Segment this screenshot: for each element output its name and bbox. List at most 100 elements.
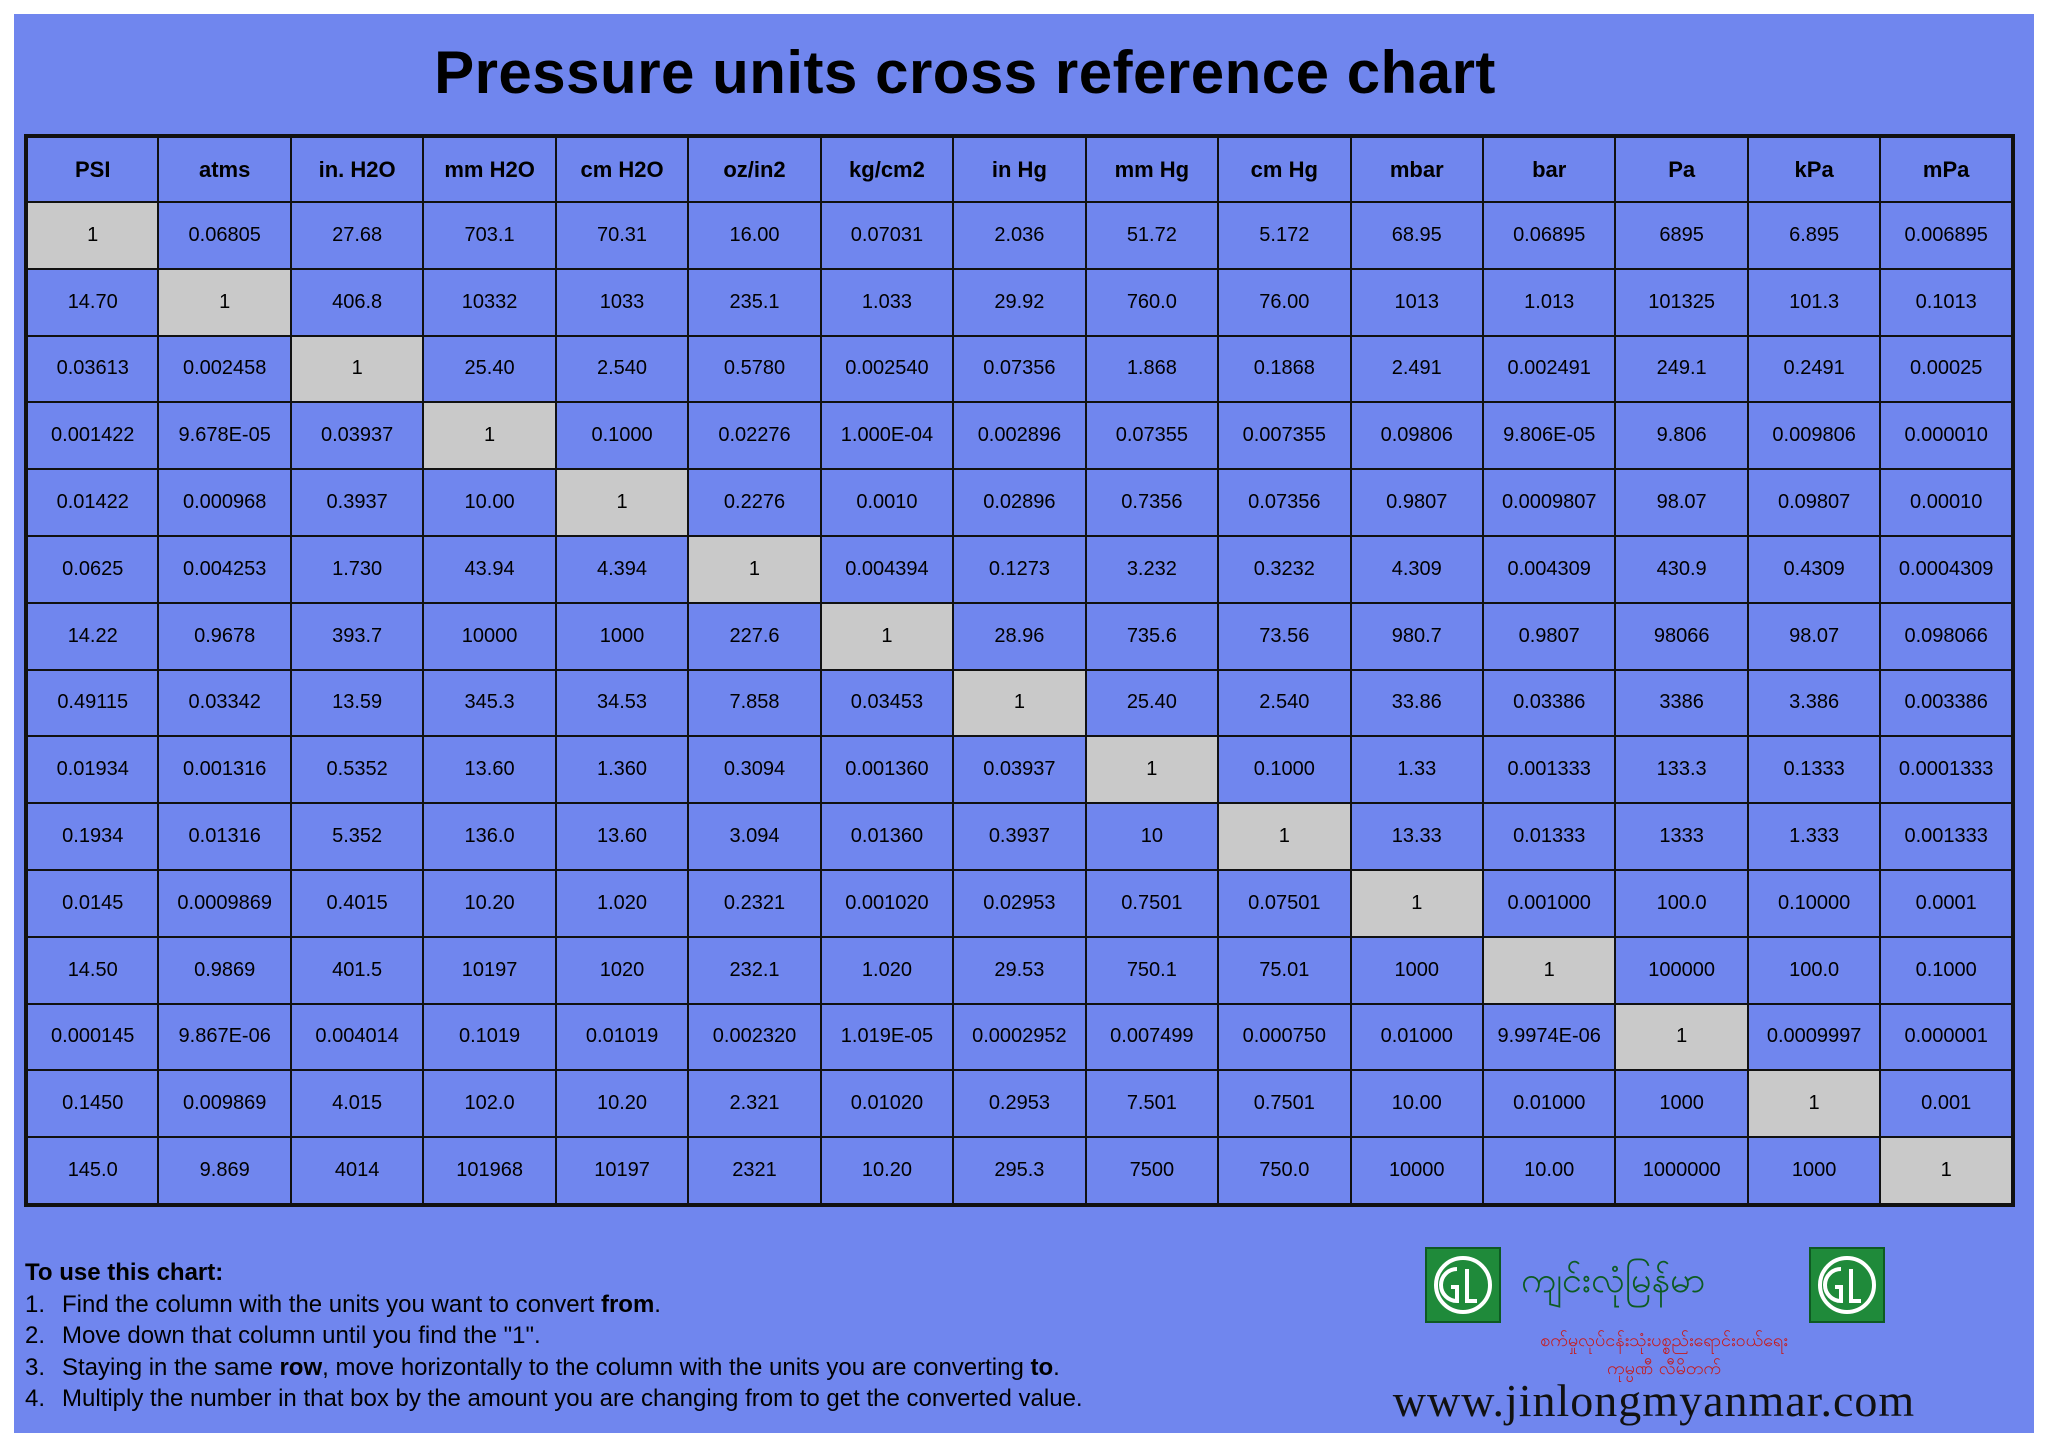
table-cell: 10000	[1349, 1136, 1484, 1206]
table-cell: 0.0010	[819, 468, 955, 537]
header-row: PSI atms in. H2O mm H2O cm H2O oz/in2 kg/cm2 in…	[24, 135, 2014, 203]
instructions: To use this chart: 1. Find the column wit…	[25, 1257, 1083, 1415]
column-header: kg/cm2	[819, 135, 955, 203]
table-cell: 0.0009997	[1746, 1002, 1882, 1072]
brand-tagline: စက်မှုလုပ်ငန်းသုံးပစ္စည်းရောင်းဝယ်ရေး	[1540, 1330, 1788, 1351]
table-cell: 10.20	[819, 1136, 955, 1206]
unity-cell: 1	[952, 668, 1087, 738]
step-text: Move down that column until you find the…	[62, 1322, 541, 1349]
table-cell: 0.06805	[157, 201, 292, 270]
table-cell: 101325	[1614, 267, 1749, 337]
table-cell: 76.00	[1217, 267, 1352, 337]
table-cell: 4.309	[1349, 534, 1484, 604]
table-cell: 0.001	[1879, 1069, 2014, 1139]
table-cell: 1.33	[1349, 735, 1484, 805]
table-cell: 6895	[1614, 201, 1749, 270]
gl-logo-icon	[1809, 1247, 1885, 1323]
table-cell: 13.60	[554, 802, 690, 871]
table-cell: 0.1934	[24, 802, 160, 871]
column-header: kPa	[1746, 135, 1882, 203]
table-cell: 1.020	[819, 935, 955, 1005]
table-cell: 0.001360	[819, 735, 955, 805]
table-cell: 3.094	[687, 802, 822, 871]
table-cell: 9.869	[157, 1136, 292, 1206]
table-cell: 0.0625	[24, 534, 160, 604]
table-cell: 0.000968	[157, 468, 292, 537]
step-emphasis: to	[1030, 1353, 1054, 1381]
table-row: 0.01934 0.001316 0.5352 13.60 1.360 0.3094 0.0…	[24, 735, 2014, 805]
table-cell: 0.02953	[952, 868, 1087, 938]
table-cell: 0.2953	[952, 1069, 1087, 1139]
column-header: Pa	[1614, 135, 1749, 203]
unity-cell: 1	[1614, 1002, 1749, 1072]
table-cell: 0.49115	[24, 668, 160, 738]
table-cell: 1333	[1614, 802, 1749, 871]
instruction-step: 2. Move down that column until you find t…	[25, 1320, 1083, 1352]
column-header: cm Hg	[1217, 135, 1352, 203]
step-number: 3.	[25, 1353, 46, 1381]
table-cell: 0.07501	[1217, 868, 1352, 938]
table-cell: 5.172	[1217, 201, 1352, 270]
column-header: oz/in2	[687, 135, 822, 203]
table-cell: 10197	[422, 935, 557, 1005]
table-cell: 0.9807	[1481, 601, 1617, 671]
table-cell: 0.2321	[687, 868, 822, 938]
table-cell: 7.858	[687, 668, 822, 738]
table-cell: 98066	[1614, 601, 1749, 671]
table-row: 0.1450 0.009869 4.015 102.0 10.20 2.321 0.0102…	[24, 1069, 2014, 1139]
table-cell: 0.098066	[1879, 601, 2014, 671]
table-cell: 0.1019	[422, 1002, 557, 1072]
table-cell: 0.09806	[1349, 401, 1484, 471]
table-cell: 0.4015	[289, 868, 425, 938]
table-cell: 1.020	[554, 868, 690, 938]
table-cell: 0.1868	[1217, 334, 1352, 404]
table-cell: 100.0	[1614, 868, 1749, 938]
table-cell: 0.01333	[1481, 802, 1617, 871]
table-cell: 1033	[554, 267, 690, 337]
table-cell: 0.00025	[1879, 334, 2014, 404]
instructions-steps: 1. Find the column with the units you wan…	[25, 1289, 1083, 1415]
column-header: atms	[157, 135, 292, 203]
table-cell: 0.0001333	[1879, 735, 2014, 805]
table-cell: 9.678E-05	[157, 401, 292, 471]
table-cell: 16.00	[687, 201, 822, 270]
table-cell: 750.1	[1084, 935, 1220, 1005]
table-cell: 100000	[1614, 935, 1749, 1005]
step-text: Find the column with the units you want …	[62, 1290, 601, 1318]
table-cell: 27.68	[289, 201, 425, 270]
brand-name: ကျင်းလုံမြန်မာ	[1521, 1260, 1706, 1301]
table-cell: 133.3	[1614, 735, 1749, 805]
table-cell: 0.9807	[1349, 468, 1484, 537]
table-cell: 0.002896	[952, 401, 1087, 471]
table-row: 14.70 1 406.8 10332 1033 235.1 1.033 29.92 760.0…	[24, 267, 2014, 337]
table-cell: 0.7356	[1084, 468, 1220, 537]
table-cell: 0.07031	[819, 201, 955, 270]
column-header: cm H2O	[554, 135, 690, 203]
table-cell: 0.9678	[157, 601, 292, 671]
table-cell: 0.4309	[1746, 534, 1882, 604]
instructions-heading: To use this chart:	[25, 1259, 224, 1286]
table-row: 14.50 0.9869 401.5 10197 1020 232.1 1.020 29.53…	[24, 935, 2014, 1005]
table-cell: 10.00	[1349, 1069, 1484, 1139]
table-cell: 0.01360	[819, 802, 955, 871]
table-row: 14.22 0.9678 393.7 10000 1000 227.6 1 28.96 735.…	[24, 601, 2014, 671]
table-cell: 0.009806	[1746, 401, 1882, 471]
column-header: in. H2O	[289, 135, 425, 203]
conversion-table: PSI atms in. H2O mm H2O cm H2O oz/in2 kg/cm2 in…	[24, 134, 2015, 1207]
table-cell: 249.1	[1614, 334, 1749, 404]
table-cell: 0.009869	[157, 1069, 292, 1139]
table-cell: 2.321	[687, 1069, 822, 1139]
table-cell: 0.0002952	[952, 1002, 1087, 1072]
table-cell: 980.7	[1349, 601, 1484, 671]
instruction-step: 3. Staying in the same row, move horizont…	[25, 1352, 1083, 1384]
table-cell: 5.352	[289, 802, 425, 871]
table-cell: 0.01000	[1349, 1002, 1484, 1072]
table-cell: 0.001333	[1481, 735, 1617, 805]
brand-tagline-company: ကုမ္ပဏီ လီမိတက်	[1606, 1358, 1722, 1379]
table-cell: 1020	[554, 935, 690, 1005]
table-cell: 0.000145	[24, 1002, 160, 1072]
unity-cell: 1	[1481, 935, 1617, 1005]
table-cell: 0.007499	[1084, 1002, 1220, 1072]
table-cell: 51.72	[1084, 201, 1220, 270]
table-cell: 0.006895	[1879, 201, 2014, 270]
